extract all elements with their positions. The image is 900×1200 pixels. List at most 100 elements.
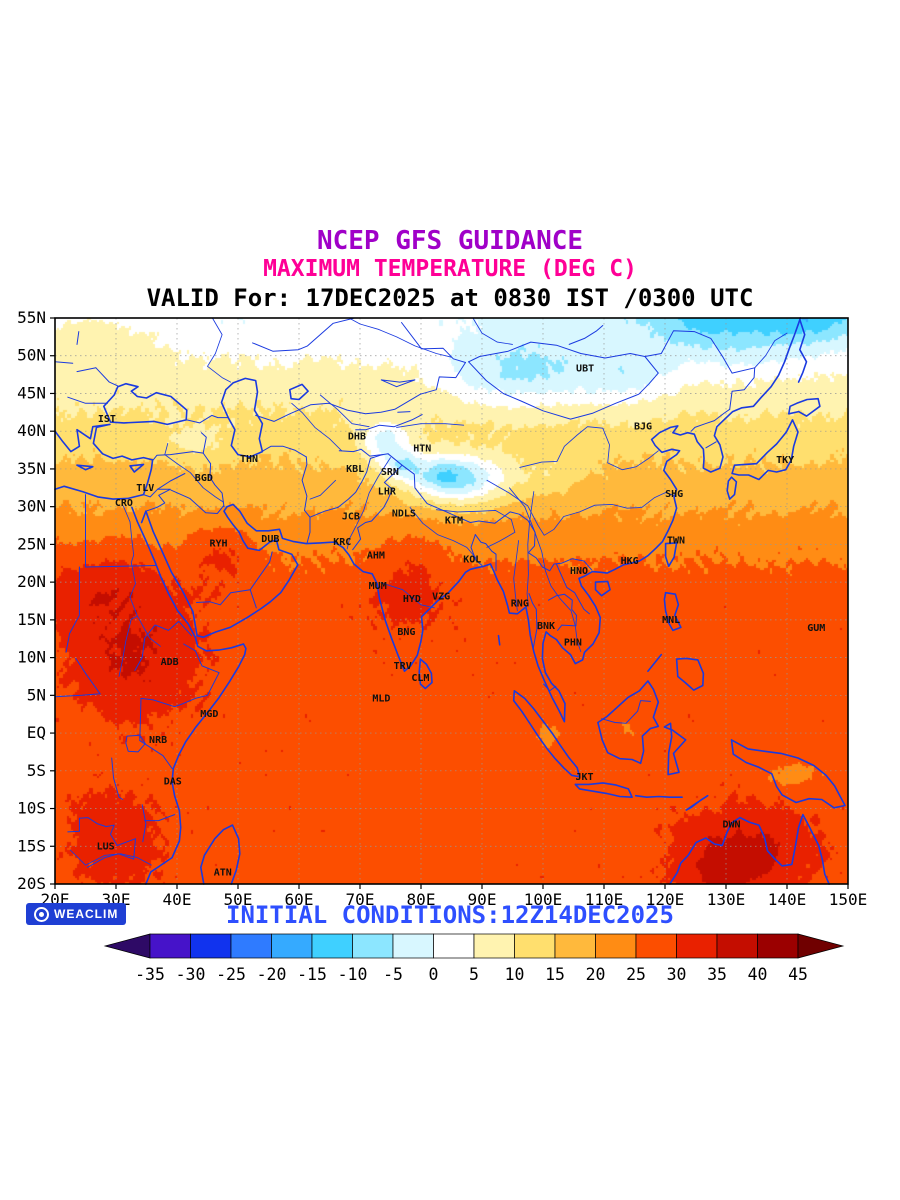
coastline-path [418, 658, 433, 690]
lon-tick-label: 70E [346, 890, 375, 909]
colorbar-cell [595, 933, 637, 959]
coastline-path [685, 794, 709, 811]
country-border-line [65, 566, 80, 653]
lon-tick-label: 90E [468, 890, 497, 909]
lat-tick-label: 10S [17, 799, 46, 818]
country-border-line [75, 657, 101, 695]
colorbar-label: 0 [429, 965, 439, 984]
coastline-path [145, 317, 802, 723]
country-border-line [705, 441, 717, 449]
coastline-path [76, 464, 94, 471]
colorbar-cell [676, 933, 718, 959]
city-label-bnk: BNK [537, 621, 555, 632]
country-border-line [261, 445, 307, 458]
city-label-adb: ADB [161, 657, 179, 668]
valid-time-line: VALID For: 17DEC2025 at 0830 IST /0300 U… [146, 284, 754, 312]
river-line [754, 332, 788, 369]
coastline-path [512, 690, 581, 778]
river-line [435, 509, 516, 548]
country-border-line [601, 700, 651, 724]
colorbar-label: 10 [505, 965, 525, 984]
river-line [319, 394, 370, 428]
lat-tick-label: 30N [17, 497, 46, 516]
country-border-line [54, 693, 101, 698]
city-label-ndls: NDLS [392, 508, 416, 519]
colorbar-arrow-low [103, 933, 151, 959]
coastline-path [289, 383, 309, 401]
river-line [346, 457, 391, 550]
city-label-bgd: BGD [195, 473, 213, 484]
coastline-path [497, 634, 501, 646]
lat-tick-label: 5S [27, 761, 46, 780]
colorbar-label: -5 [383, 965, 403, 984]
country-border-line [76, 367, 97, 373]
city-label-nrb: NRB [149, 735, 167, 746]
city-label-ryh: RYH [209, 539, 227, 550]
country-border-line [301, 456, 311, 545]
temperature-colorbar: -35 -30 -25 -20 -15 -10 -5 0 5 10 15 20 25 30 35 40 45 [103, 933, 845, 984]
colorbar-label: -25 [216, 965, 246, 984]
country-border-line [690, 408, 731, 432]
country-border-line [548, 593, 577, 631]
colorbar-cell [716, 933, 758, 959]
river-line [69, 849, 152, 866]
coastline-path [131, 506, 247, 885]
country-border-line [470, 534, 483, 566]
colorbar-cell [311, 933, 353, 959]
country-border-line [134, 624, 156, 671]
coastline-path [597, 680, 660, 765]
coastline-path [574, 782, 633, 798]
colorbar-label: -30 [176, 965, 206, 984]
coastline-path [129, 463, 145, 473]
lat-tick-label: 40N [17, 421, 46, 440]
country-border-line [419, 362, 466, 395]
lake-outline [125, 734, 146, 753]
lake-outline [568, 325, 604, 345]
country-border-line [170, 489, 224, 514]
lon-tick-label: 150E [829, 890, 868, 909]
map-subtitle: MAXIMUM TEMPERATURE (DEG C) [263, 256, 637, 282]
colorbar-cell [271, 933, 313, 959]
colorbar-label: 20 [586, 965, 606, 984]
colorbar-cell [392, 933, 434, 959]
city-label-hno: HNO [570, 566, 588, 577]
coastline-path [669, 813, 830, 885]
colorbar-label: 40 [748, 965, 768, 984]
city-label-srn: SRN [381, 467, 399, 478]
city-label-atn: ATN [214, 868, 232, 879]
lon-tick-label: 50E [224, 890, 253, 909]
river-line [136, 615, 161, 647]
lon-tick-label: 40E [163, 890, 192, 909]
city-label-kbl: KBL [346, 464, 364, 475]
river-line [519, 426, 659, 471]
city-label-tky: TKY [776, 455, 794, 466]
city-label-hyd: HYD [403, 594, 421, 605]
coastline-path [594, 580, 611, 597]
river-line [309, 479, 337, 500]
lake-outline [141, 804, 147, 843]
country-border-line [155, 620, 193, 637]
city-label-rng: RNG [511, 598, 529, 609]
city-label-mum: MUM [369, 581, 387, 592]
colorbar-cell [149, 933, 191, 959]
city-label-phn: PHN [564, 638, 582, 649]
colorbar-cell [514, 933, 556, 959]
city-label-cro: CRO [115, 498, 133, 509]
lat-tick-label: 15N [17, 610, 46, 629]
colorbar-label: -10 [338, 965, 368, 984]
country-border-line [67, 396, 108, 404]
city-label-mgd: MGD [200, 709, 218, 720]
city-label-vzg: VZG [432, 591, 450, 602]
lat-tick-label: 50N [17, 346, 46, 365]
colorbar-cell [190, 933, 232, 959]
city-label-lhr: LHR [378, 487, 397, 498]
colorbar-cell [757, 933, 799, 959]
country-border-line [644, 330, 756, 410]
city-label-kol: KOL [463, 555, 481, 566]
city-label-tlv: TLV [136, 483, 154, 494]
coastline-path [675, 657, 705, 691]
city-label-htn: HTN [413, 444, 431, 455]
country-border-line [468, 341, 646, 363]
river-line [348, 317, 452, 358]
coastline-path [726, 476, 738, 500]
